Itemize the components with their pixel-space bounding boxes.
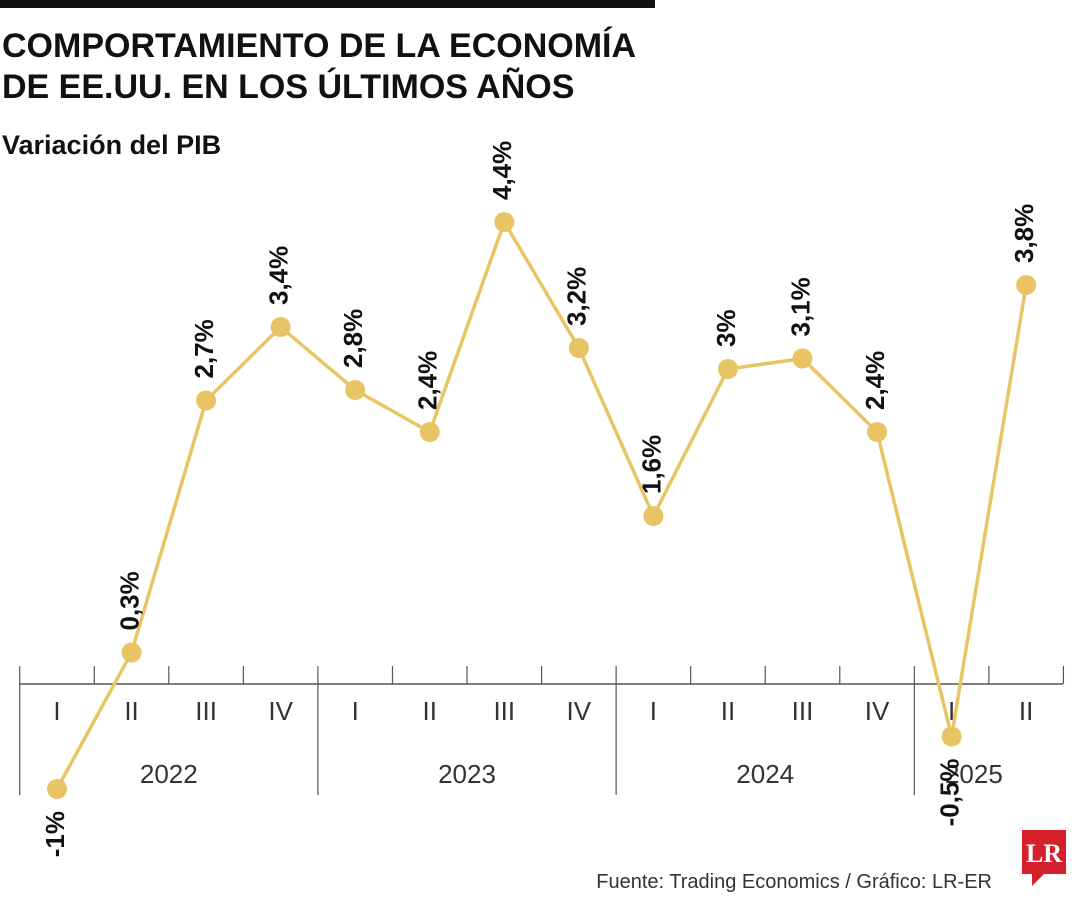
x-tick-label: I bbox=[650, 696, 657, 726]
point bbox=[47, 779, 67, 799]
x-tick-label: III bbox=[792, 696, 814, 726]
x-tick-label: I bbox=[948, 696, 955, 726]
x-tick-label: IV bbox=[865, 696, 890, 726]
point bbox=[1016, 275, 1037, 295]
value-label: 2,8% bbox=[338, 309, 368, 368]
point bbox=[643, 506, 664, 526]
value-label: 2,7% bbox=[189, 319, 219, 378]
point bbox=[121, 642, 142, 663]
logo-box bbox=[1022, 830, 1066, 886]
line bbox=[55, 217, 1028, 790]
point bbox=[494, 212, 515, 232]
chart-subtitle: Variación del PIB bbox=[2, 130, 221, 160]
x-tick-label: I bbox=[53, 696, 60, 726]
x-tick-label: III bbox=[195, 696, 217, 726]
x-tick-label: IV bbox=[567, 696, 592, 726]
value-label: 2,4% bbox=[860, 351, 890, 410]
value-label: -1% bbox=[40, 811, 70, 857]
point bbox=[196, 390, 217, 411]
x-tick-label: II bbox=[1019, 696, 1033, 726]
x-tick-label: III bbox=[493, 696, 515, 726]
point bbox=[345, 380, 366, 400]
point bbox=[717, 359, 738, 379]
x-tick-label: II bbox=[124, 696, 138, 726]
point bbox=[867, 422, 888, 442]
x-group-label: 2023 bbox=[438, 759, 496, 789]
value-label: 3% bbox=[711, 309, 741, 347]
value-label: 3,8% bbox=[1009, 204, 1039, 263]
value-label: 4,4% bbox=[487, 141, 517, 200]
value-label: 2,4% bbox=[413, 351, 443, 410]
point bbox=[270, 317, 291, 337]
x-tick-label: IV bbox=[268, 696, 293, 726]
x-group-label: 2025 bbox=[945, 759, 1003, 789]
source: Fuente: Trading Economics / Gráfico: LR-… bbox=[596, 871, 992, 893]
value-label: 1,6% bbox=[636, 435, 666, 494]
chart-title-line: DE EE.UU. EN LOS ÚLTIMOS AÑOS bbox=[2, 68, 574, 106]
x-tick-label: I bbox=[352, 696, 359, 726]
top-bar bbox=[0, 0, 655, 8]
value-label: -0,5% bbox=[934, 759, 964, 827]
x-group-label: 2024 bbox=[736, 759, 794, 789]
point bbox=[941, 726, 962, 747]
point bbox=[568, 338, 589, 358]
value-label: 0,3% bbox=[114, 571, 144, 630]
x-tick-label: II bbox=[721, 696, 735, 726]
point bbox=[792, 348, 813, 369]
value-label: 3,2% bbox=[562, 267, 592, 326]
point bbox=[419, 422, 440, 442]
chart-title-line: COMPORTAMIENTO DE LA ECONOMÍA bbox=[2, 27, 636, 65]
x-group-label: 2022 bbox=[140, 759, 198, 789]
x-tick-label: II bbox=[423, 696, 437, 726]
value-label: 3,4% bbox=[264, 246, 294, 305]
value-label: 3,1% bbox=[785, 277, 815, 336]
logo: LR bbox=[1026, 839, 1062, 868]
